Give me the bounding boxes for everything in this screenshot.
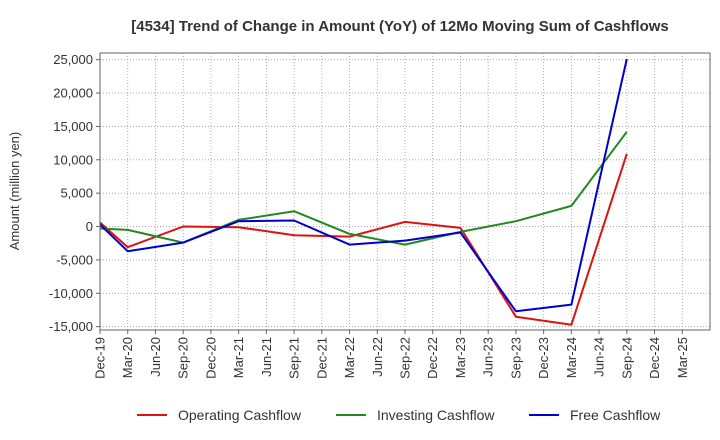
x-tick-label: Dec-21 <box>314 337 329 379</box>
legend: Operating Cashflow Investing Cashflow Free… <box>137 407 661 423</box>
y-tick-label: 20,000 <box>53 86 93 101</box>
legend-label: Investing Cashflow <box>377 407 495 423</box>
x-tick-label: Dec-24 <box>647 337 662 379</box>
y-tick-label: 5,000 <box>60 186 93 201</box>
series-line-operating-cashflow <box>99 153 628 326</box>
x-tick-label: Sep-23 <box>508 337 523 379</box>
series-lines <box>99 58 628 326</box>
x-tick-label: Mar-24 <box>564 337 579 378</box>
x-tick-label: Jun-22 <box>370 337 385 377</box>
y-axis-label: Amount (million yen) <box>7 132 22 251</box>
x-tick-label: Jun-24 <box>592 337 607 377</box>
y-tick-label: 25,000 <box>53 52 93 67</box>
x-axis-ticks: Dec-19 Mar-20 Jun-20 Sep-20 Dec-20 Mar-21 Jun-… <box>93 330 690 379</box>
x-tick-label: Mar-22 <box>342 337 357 378</box>
x-tick-label: Dec-22 <box>425 337 440 379</box>
x-tick-label: Mar-21 <box>231 337 246 378</box>
x-tick-label: Mar-20 <box>120 337 135 378</box>
series-line-free-cashflow <box>99 58 628 313</box>
x-tick-label: Sep-21 <box>287 337 302 379</box>
y-tick-label: 10,000 <box>53 152 93 167</box>
x-tick-label: Sep-20 <box>176 337 191 379</box>
legend-label: Free Cashflow <box>570 407 661 423</box>
x-tick-label: Sep-22 <box>398 337 413 379</box>
y-axis-ticks: 25,000 20,000 15,000 10,000 5,000 0 -5,000 -10,… <box>49 52 100 334</box>
grid <box>100 53 710 330</box>
x-tick-label: Jun-23 <box>481 337 496 377</box>
x-tick-label: Dec-19 <box>93 337 108 379</box>
x-tick-label: Dec-20 <box>203 337 218 379</box>
y-tick-label: -10,000 <box>49 286 93 301</box>
legend-label: Operating Cashflow <box>178 407 302 423</box>
y-tick-label: -15,000 <box>49 319 93 334</box>
y-tick-label: 15,000 <box>53 119 93 134</box>
series-line-investing-cashflow <box>99 131 628 246</box>
y-tick-label: 0 <box>86 219 93 234</box>
x-tick-label: Mar-25 <box>675 337 690 378</box>
x-tick-label: Jun-20 <box>148 337 163 377</box>
y-tick-label: -5,000 <box>56 252 93 267</box>
x-tick-label: Dec-23 <box>536 337 551 379</box>
x-tick-label: Jun-21 <box>259 337 274 377</box>
x-tick-label: Mar-23 <box>453 337 468 378</box>
chart-title: [4534] Trend of Change in Amount (YoY) o… <box>131 18 669 35</box>
x-tick-label: Sep-24 <box>619 337 634 379</box>
